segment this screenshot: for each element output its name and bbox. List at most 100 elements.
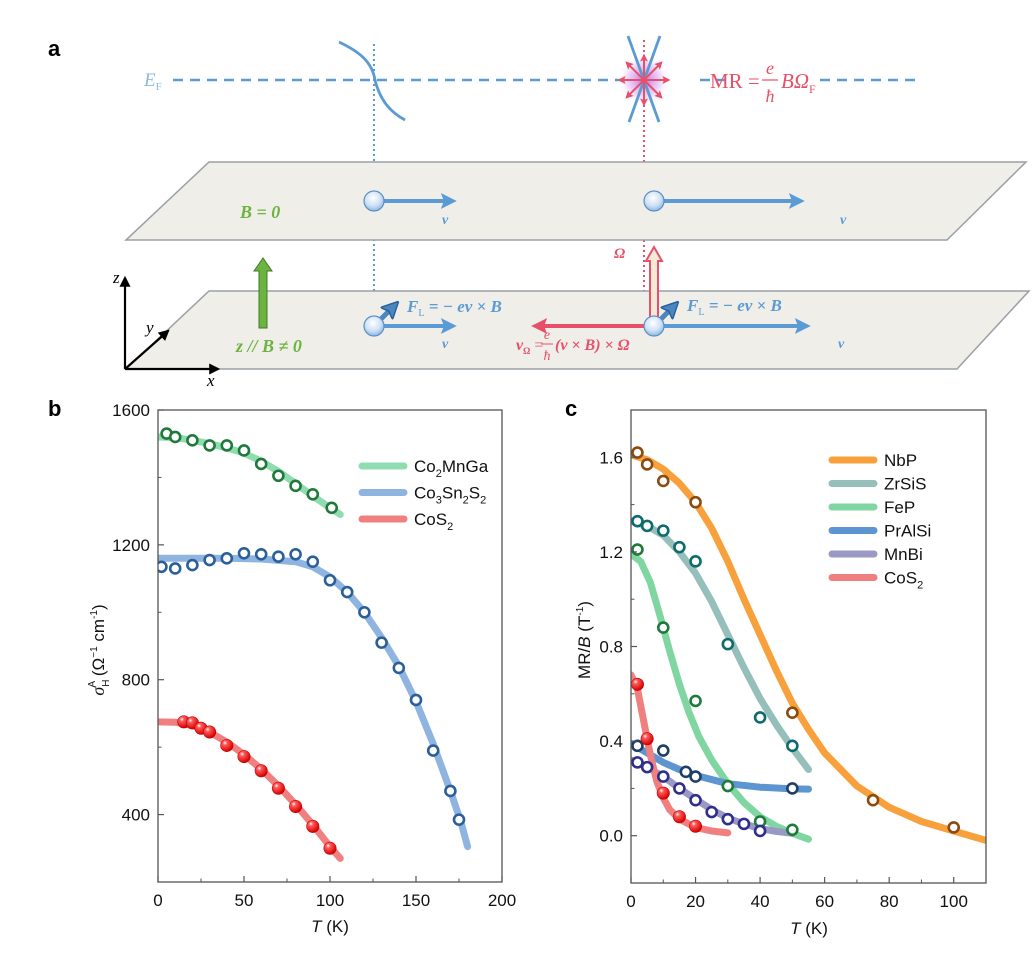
chart-c-plot-area bbox=[631, 446, 986, 844]
legend-label-zrsis: ZrSiS bbox=[884, 475, 927, 494]
chart-b-x-axis-label: T (K) bbox=[311, 917, 349, 936]
data-point-cos2 bbox=[689, 819, 703, 833]
data-point-co2mnga bbox=[325, 501, 339, 515]
chart-c-legend: NbP ZrSiS FeP PrAlSi MnBi CoS2​ bbox=[828, 451, 931, 592]
data-point-zrsis bbox=[656, 524, 670, 537]
electron-ball-bottom-right bbox=[643, 315, 665, 337]
data-point-zrsis bbox=[673, 540, 686, 554]
data-point-mnbi bbox=[753, 824, 767, 838]
y-tick-label: 1600 bbox=[112, 401, 150, 420]
electron-ball-top-left bbox=[363, 190, 385, 212]
y-axis-label: y bbox=[144, 318, 154, 337]
fermi-level-label: EF bbox=[143, 70, 162, 93]
data-point-co3sn2s2 bbox=[426, 744, 440, 757]
data-point-co3sn2s2 bbox=[186, 558, 199, 572]
chart-b-legend: Co2​MnGa Co3​Sn2​S2​ CoS2​ bbox=[358, 457, 489, 533]
mr-formula-numerator: e bbox=[766, 58, 774, 78]
data-point-nbp bbox=[866, 793, 880, 807]
panel-c: c 0 20 40 60 80 100 0.0 0.4 0.8 1.2 1.6 MR/B (T-1)… bbox=[565, 396, 987, 938]
fit-line-fep bbox=[631, 550, 812, 843]
top-plane-field-label: B = 0 bbox=[239, 202, 280, 222]
data-point-co3sn2s2 bbox=[306, 555, 320, 569]
data-point-cos2 bbox=[220, 738, 234, 752]
data-point-nbp bbox=[656, 474, 670, 488]
x-tick-label: 0 bbox=[153, 891, 162, 910]
data-point-co3sn2s2 bbox=[323, 573, 337, 587]
magnetic-field-arrow bbox=[253, 257, 273, 329]
data-point-co3sn2s2 bbox=[289, 547, 302, 561]
top-velocity-label-left: v bbox=[442, 213, 449, 228]
data-point-mnbi bbox=[656, 770, 670, 783]
data-point-co3sn2s2 bbox=[272, 550, 285, 563]
anomalous-velocity-formula: vΩ = e ħ (v × B) × Ω bbox=[516, 328, 630, 364]
fit-line-nbp bbox=[631, 451, 986, 844]
fit-line-cos2 bbox=[158, 718, 344, 862]
lorentz-force-label-left: FL = − ev × B bbox=[406, 297, 502, 319]
x-tick-label: 0 bbox=[626, 892, 635, 911]
y-tick-label: 1200 bbox=[112, 536, 150, 555]
data-point-cos2 bbox=[254, 764, 268, 778]
panel-a: a EF bbox=[48, 35, 1031, 390]
panel-label-a: a bbox=[48, 36, 61, 61]
y-axis bbox=[124, 329, 170, 370]
data-point-mnbi bbox=[705, 805, 718, 819]
data-point-cos2 bbox=[631, 677, 644, 691]
data-point-co3sn2s2 bbox=[392, 661, 406, 675]
data-point-co3sn2s2 bbox=[254, 547, 268, 561]
data-point-nbp bbox=[947, 821, 961, 834]
y-tick-label: 800 bbox=[122, 671, 150, 690]
data-point-pralsi bbox=[631, 739, 644, 753]
x-tick-label: 100 bbox=[316, 891, 344, 910]
data-point-mnbi bbox=[631, 756, 644, 769]
data-point-fep bbox=[631, 543, 644, 556]
data-point-cos2 bbox=[640, 732, 654, 746]
x-tick-label: 50 bbox=[235, 891, 254, 910]
x-tick-label: 200 bbox=[488, 891, 516, 910]
berry-curvature-label: Ω bbox=[614, 246, 625, 262]
electron-ball-top-right bbox=[643, 190, 665, 212]
data-point-mnbi bbox=[640, 760, 654, 774]
top-plane: B = 0 v v bbox=[124, 161, 1028, 241]
chart-b-frame bbox=[157, 409, 503, 883]
y-tick-label: 400 bbox=[122, 806, 150, 825]
mr-formula-denominator: ħ bbox=[766, 86, 775, 106]
panel-label-c: c bbox=[565, 396, 577, 421]
top-velocity-label-right: v bbox=[840, 213, 847, 228]
data-point-nbp bbox=[631, 446, 644, 459]
data-point-zrsis bbox=[631, 514, 644, 528]
data-point-co3sn2s2 bbox=[452, 813, 466, 826]
anomalous-velocity-rhs: (v × B) × Ω bbox=[555, 337, 630, 354]
data-point-co3sn2s2 bbox=[444, 784, 457, 798]
legend-label-co2mnga: Co2​MnGa bbox=[414, 457, 489, 480]
data-point-cos2 bbox=[656, 786, 670, 800]
data-point-co2mnga bbox=[289, 479, 302, 493]
data-point-cos2 bbox=[306, 819, 320, 833]
data-point-cos2 bbox=[289, 799, 303, 813]
data-point-cos2 bbox=[237, 750, 251, 764]
data-point-pralsi bbox=[786, 782, 799, 795]
legend-label-mnbi: MnBi bbox=[884, 545, 923, 564]
legend-label-pralsi: PrAlSi bbox=[884, 522, 931, 541]
data-point-nbp bbox=[786, 706, 799, 720]
y-tick-label: 0.4 bbox=[599, 732, 623, 751]
data-point-cos2 bbox=[271, 781, 285, 795]
berry-curvature-arrow bbox=[644, 244, 664, 323]
coordinate-axes: z x y bbox=[112, 268, 221, 390]
y-tick-label: 1.6 bbox=[599, 448, 623, 467]
data-point-co2mnga bbox=[306, 487, 320, 501]
panel-label-b: b bbox=[48, 396, 61, 421]
z-axis-label: z bbox=[112, 268, 120, 287]
x-tick-label: 80 bbox=[880, 892, 899, 911]
data-point-mnbi bbox=[721, 812, 735, 826]
top-plane-surface bbox=[124, 161, 1028, 241]
data-point-fep bbox=[656, 621, 670, 634]
data-point-co2mnga bbox=[272, 469, 285, 483]
y-tick-label: 1.2 bbox=[599, 543, 623, 562]
data-point-co3sn2s2 bbox=[158, 560, 168, 574]
data-point-co3sn2s2 bbox=[358, 605, 371, 619]
data-point-pralsi bbox=[689, 770, 702, 783]
data-point-co2mnga bbox=[168, 430, 182, 444]
legend-label-cos2: CoS2​ bbox=[884, 569, 923, 592]
panel-b: b 0 50 100 150 200 400 800 1200 1600 σHA (Ω−1 cm… bbox=[48, 396, 516, 936]
